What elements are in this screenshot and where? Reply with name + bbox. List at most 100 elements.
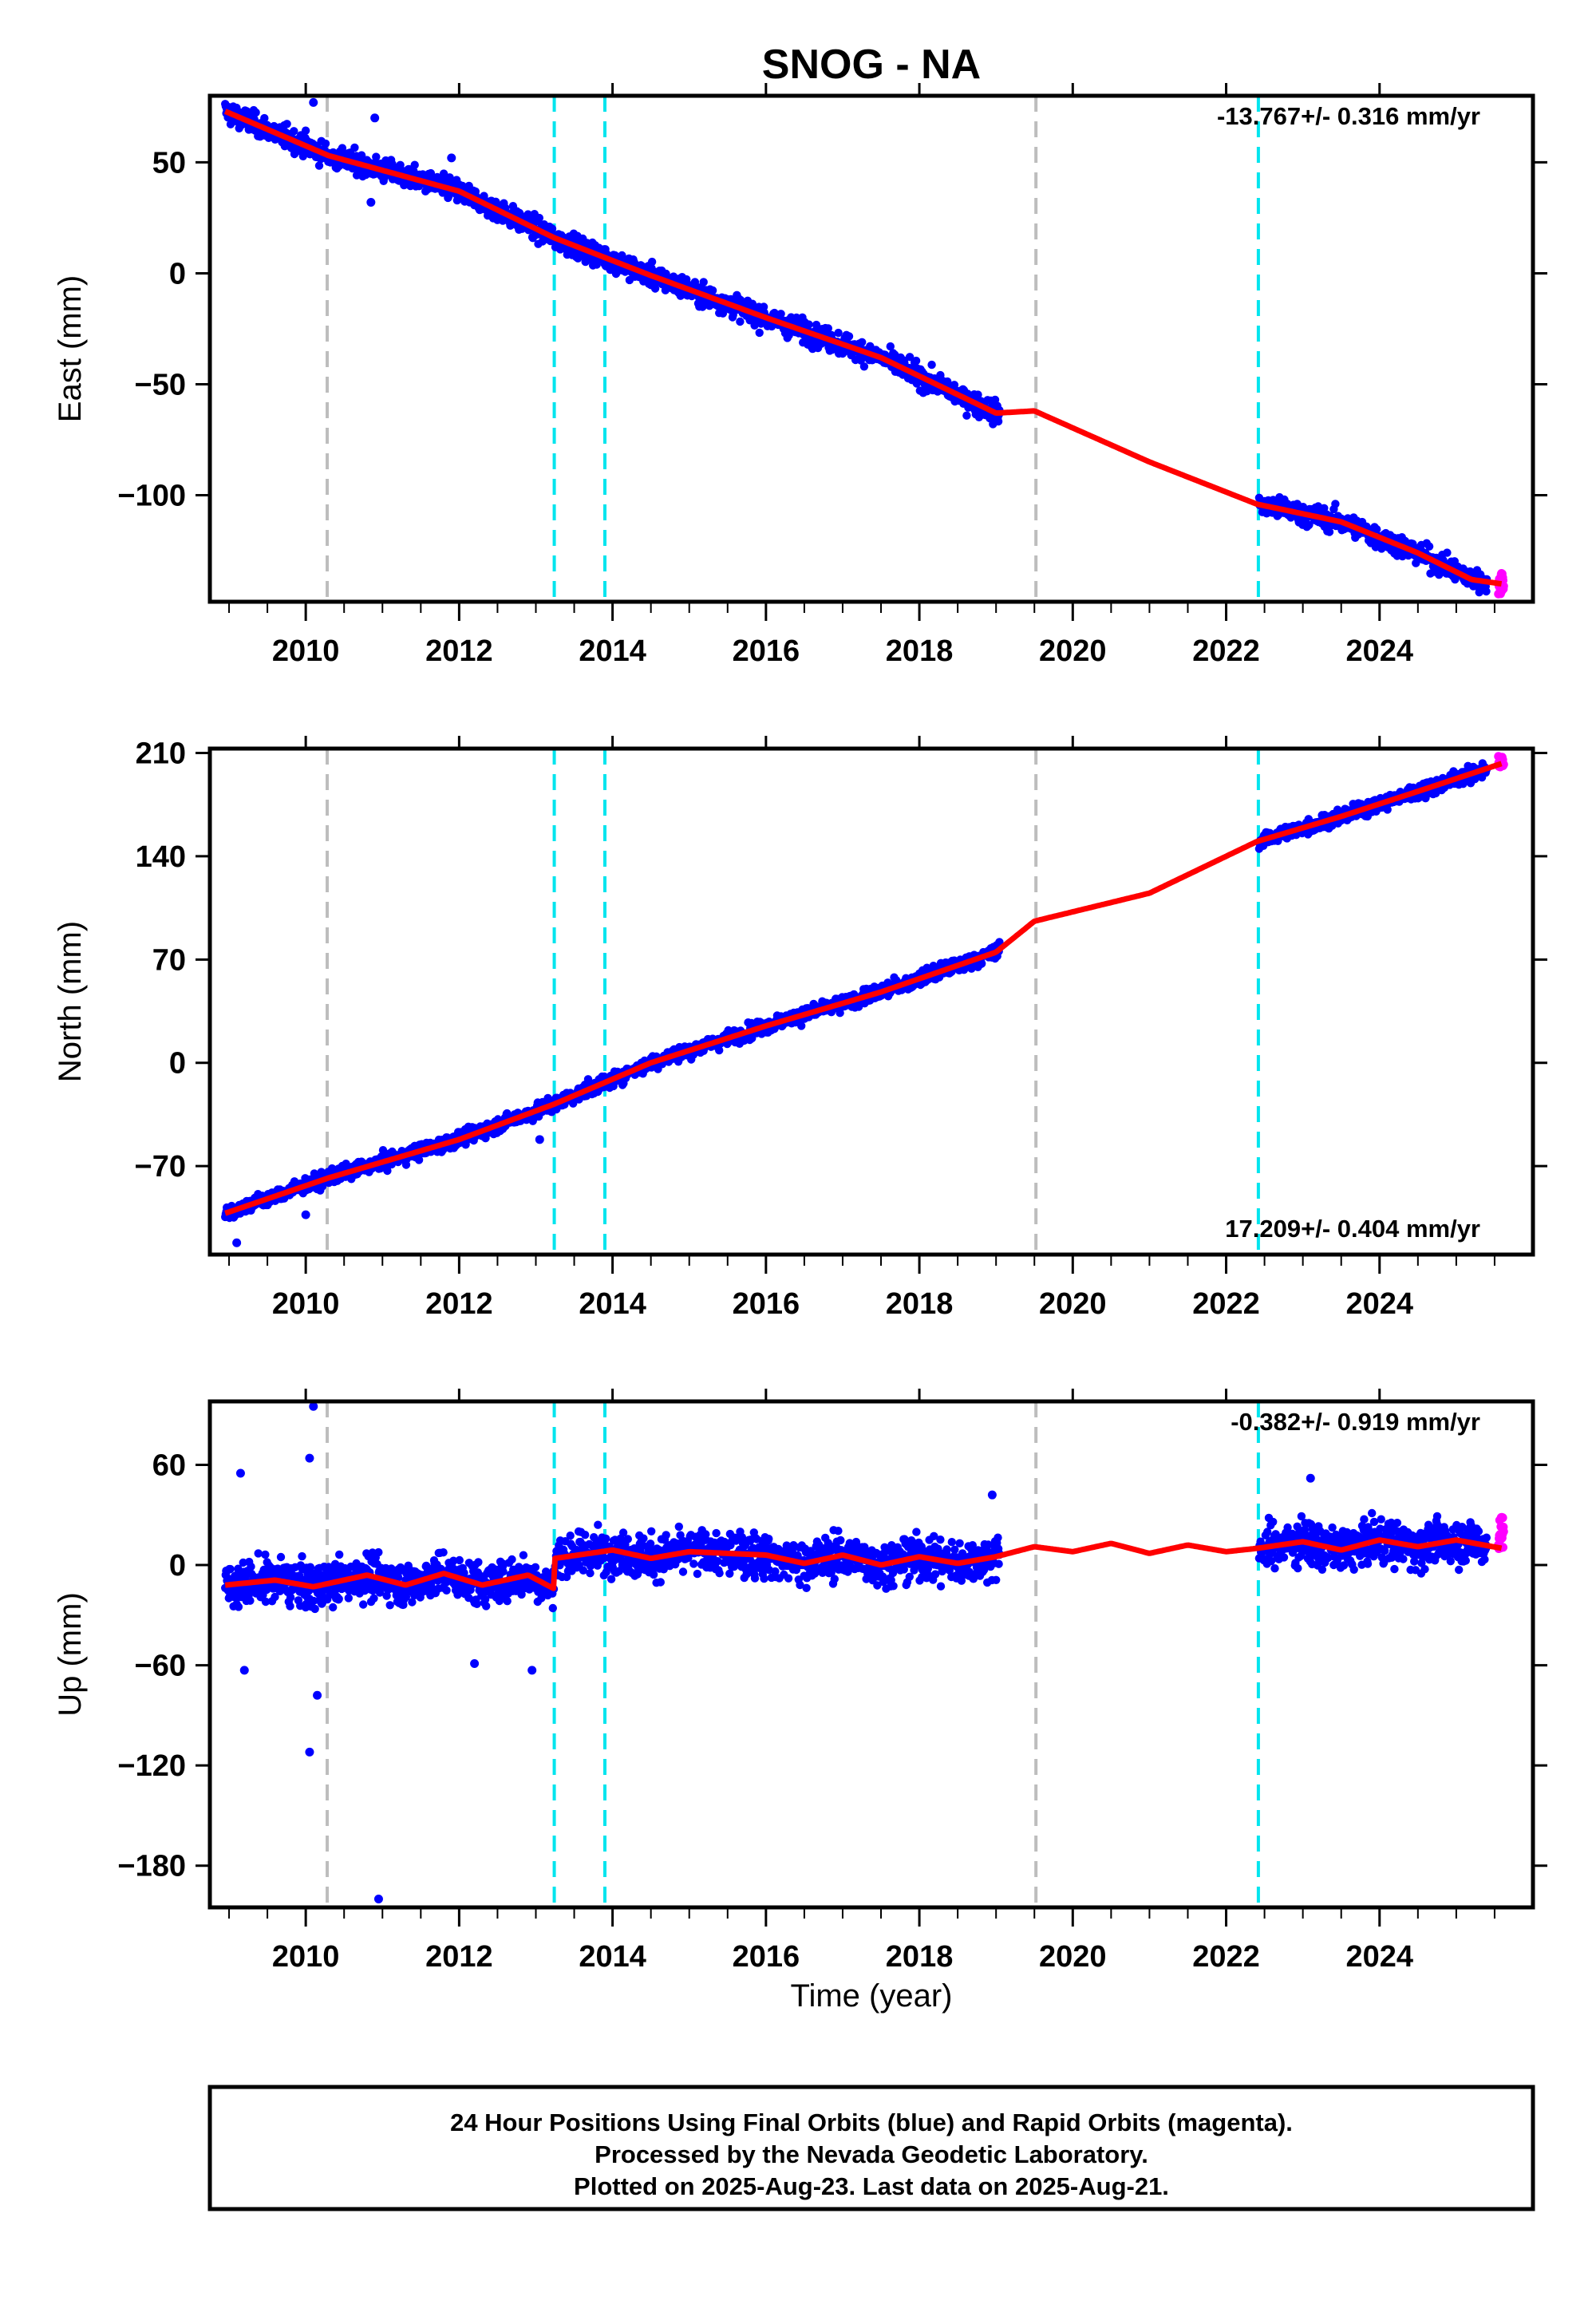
y-tick-label: 70 (152, 943, 186, 977)
rate-label-east: -13.767+/- 0.316 mm/yr (1217, 102, 1480, 130)
final-orbit-point (647, 257, 657, 267)
final-orbit-point (1331, 500, 1340, 508)
final-orbit-point (369, 1594, 378, 1603)
y-axis-label-up: Up (mm) (53, 1592, 88, 1717)
x-tick-label: 2018 (886, 1287, 954, 1321)
y-tick-label: −70 (135, 1150, 186, 1184)
final-orbit-point (647, 1527, 656, 1536)
final-orbit-point (844, 332, 854, 341)
x-tick-label: 2016 (733, 1287, 800, 1321)
final-orbit-point (1424, 542, 1434, 551)
y-axis-label-east: East (mm) (53, 275, 88, 422)
y-tick-label: 50 (152, 146, 186, 180)
final-orbit-point (261, 1550, 270, 1559)
final-orbit-point (797, 1022, 806, 1030)
final-orbit-point (548, 1603, 557, 1613)
x-tick-label: 2024 (1345, 634, 1413, 668)
y-tick-label: −120 (117, 1749, 186, 1783)
x-tick-label: 2018 (886, 1940, 954, 1974)
final-orbit-point (750, 321, 759, 330)
final-orbit-point (978, 959, 986, 968)
final-orbit-point (246, 1596, 255, 1605)
final-orbit-point (410, 160, 419, 169)
x-tick-label: 2014 (579, 1940, 646, 1974)
final-orbit-point (232, 1238, 242, 1247)
panel-north: 2010 2012 2014 2016 2018 2020 2022 202421014070… (53, 736, 1547, 1321)
final-orbit-point (678, 1567, 688, 1576)
final-orbit-point (350, 143, 359, 152)
x-tick-label: 2016 (733, 634, 800, 668)
final-orbit-point (314, 161, 324, 170)
final-orbit-point (370, 113, 380, 123)
final-orbit-point (298, 1551, 306, 1561)
final-orbit-point (1325, 528, 1334, 536)
x-tick-label: 2022 (1192, 634, 1260, 668)
y-tick-label: −100 (117, 480, 186, 513)
final-orbit-point (834, 328, 843, 338)
final-orbit-point (535, 213, 543, 223)
final-orbit-point (1443, 548, 1452, 557)
final-orbit-point (824, 324, 833, 333)
final-orbit-point (301, 126, 310, 135)
final-orbit-point (718, 309, 728, 318)
y-tick-label: 60 (152, 1449, 186, 1483)
final-orbit-point (581, 1531, 590, 1539)
final-orbit-point (472, 1599, 481, 1609)
final-orbit-point (482, 1602, 491, 1611)
x-tick-label: 2012 (425, 634, 493, 668)
final-orbit-point (519, 1551, 528, 1559)
final-orbit-point (247, 1562, 255, 1571)
final-orbit-point (531, 1563, 540, 1572)
final-orbit-point (927, 360, 936, 370)
x-tick-label: 2010 (272, 1940, 340, 1974)
final-orbit-point (618, 251, 626, 260)
final-orbit-point (310, 1604, 319, 1614)
final-orbit-point (1305, 520, 1314, 529)
y-tick-label: 0 (169, 1047, 186, 1081)
final-orbit-point (447, 153, 456, 163)
final-orbit-point (290, 127, 298, 136)
final-orbit-point (372, 152, 381, 161)
final-orbit-point (301, 1210, 310, 1219)
final-orbit-point (594, 1520, 602, 1529)
final-orbit-point (439, 169, 448, 178)
x-tick-label: 2020 (1039, 1287, 1107, 1321)
x-tick-label: 2018 (886, 634, 954, 668)
final-orbit-point (602, 1534, 610, 1543)
final-orbit-point (649, 1570, 658, 1579)
plot-frame (207, 93, 1535, 604)
panel-east: 2010 2012 2014 2016 2018 2020 2022 2024500−50−1… (53, 83, 1547, 668)
final-orbit-point (674, 1522, 683, 1531)
final-orbit-point (1373, 525, 1381, 534)
y-tick-label: −50 (135, 368, 186, 401)
y-tick-label: 0 (169, 1549, 186, 1583)
final-orbit-point (662, 269, 670, 279)
x-tick-label: 2014 (579, 634, 646, 668)
final-orbit-point (286, 1593, 295, 1602)
final-orbit-point (338, 144, 347, 152)
final-orbit-point (254, 1549, 263, 1558)
final-orbit-point (499, 1567, 508, 1576)
y-axis-label-north: North (mm) (53, 921, 88, 1082)
final-orbit-point (650, 284, 660, 293)
final-orbit-point (359, 1600, 368, 1609)
final-orbit-point (836, 1009, 844, 1018)
final-orbit-point (366, 197, 376, 207)
x-tick-label: 2020 (1039, 634, 1107, 668)
y-tick-label: −60 (135, 1650, 186, 1683)
final-orbit-point (586, 1569, 595, 1578)
final-orbit-point (442, 1586, 451, 1595)
x-tick-label: 2010 (272, 634, 340, 668)
final-orbit-point (995, 938, 1004, 947)
final-orbit-point (321, 139, 330, 148)
final-orbit-point (858, 338, 867, 346)
final-orbit-point (251, 108, 260, 117)
final-orbit-point (282, 120, 291, 128)
final-orbit-point (276, 1552, 286, 1562)
final-orbit-point (886, 342, 895, 351)
final-orbit-point (755, 328, 764, 338)
final-orbit-point (736, 317, 745, 326)
final-orbit-point (1320, 504, 1329, 512)
x-tick-label: 2022 (1192, 1940, 1260, 1974)
final-orbit-point (804, 320, 813, 329)
